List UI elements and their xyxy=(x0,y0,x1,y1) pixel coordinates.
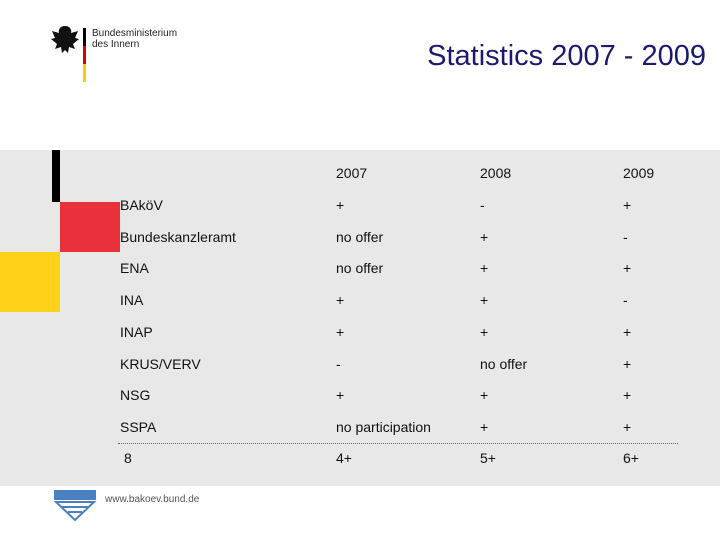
row-label: SSPA xyxy=(120,418,157,435)
table-cell: + xyxy=(480,260,489,277)
ministry-line: Bundesministerium xyxy=(92,28,178,39)
table-cell: + xyxy=(480,228,489,245)
table-cell: + xyxy=(623,323,632,340)
row-label: ENA xyxy=(120,260,149,277)
table-cell: no offer xyxy=(336,228,384,245)
table-background xyxy=(0,150,720,486)
table-cell: + xyxy=(623,197,632,213)
table-cell: + xyxy=(623,355,632,372)
table-cell: no offer xyxy=(480,355,528,372)
table-cell: + xyxy=(336,292,345,309)
ministry-logo xyxy=(51,26,86,82)
table-cell: + xyxy=(480,292,489,309)
row-label: NSG xyxy=(120,387,151,404)
accent-red xyxy=(60,202,120,252)
table-cell: + xyxy=(480,387,489,404)
row-label: INAP xyxy=(120,323,153,340)
ministry-name: Bundesministerium des Innern xyxy=(92,28,177,50)
table-cell: + xyxy=(623,418,632,435)
table-cell: no offer xyxy=(336,260,384,277)
table-cell: - xyxy=(480,197,485,213)
footer-url: www.bakoev.bund.de xyxy=(105,494,200,505)
separator xyxy=(118,443,678,444)
table-cell: no participation xyxy=(336,418,431,435)
total-cell: 5+ xyxy=(480,450,496,466)
total-cell: 8 xyxy=(124,450,132,466)
table-cell: + xyxy=(336,387,345,404)
table-cell: + xyxy=(336,323,345,340)
ministry-line: des Innern xyxy=(92,39,140,50)
row-label: BAköV xyxy=(120,197,163,213)
total-cell: 4+ xyxy=(336,450,352,466)
table-cell: + xyxy=(623,260,632,277)
table-cell: - xyxy=(336,355,341,372)
row-label: KRUS/VERV xyxy=(120,355,201,372)
slide-title: Statistics 2007 - 2009 xyxy=(427,40,706,72)
table-cell: + xyxy=(480,323,489,340)
column-header: 2008 xyxy=(480,165,512,181)
column-header: 2007 xyxy=(336,165,368,181)
accent-yellow xyxy=(0,252,60,312)
table-cell: - xyxy=(623,292,628,309)
bakoev-logo xyxy=(54,490,97,522)
table-cell: + xyxy=(623,387,632,404)
table-cell: + xyxy=(480,418,489,435)
accent-black xyxy=(52,150,60,202)
row-label: Bundeskanzleramt xyxy=(120,228,236,245)
column-header: 2009 xyxy=(623,165,655,181)
total-cell: 6+ xyxy=(623,450,639,466)
table-cell: + xyxy=(336,197,345,213)
row-label: INA xyxy=(120,292,144,309)
table-cell: - xyxy=(623,228,628,245)
